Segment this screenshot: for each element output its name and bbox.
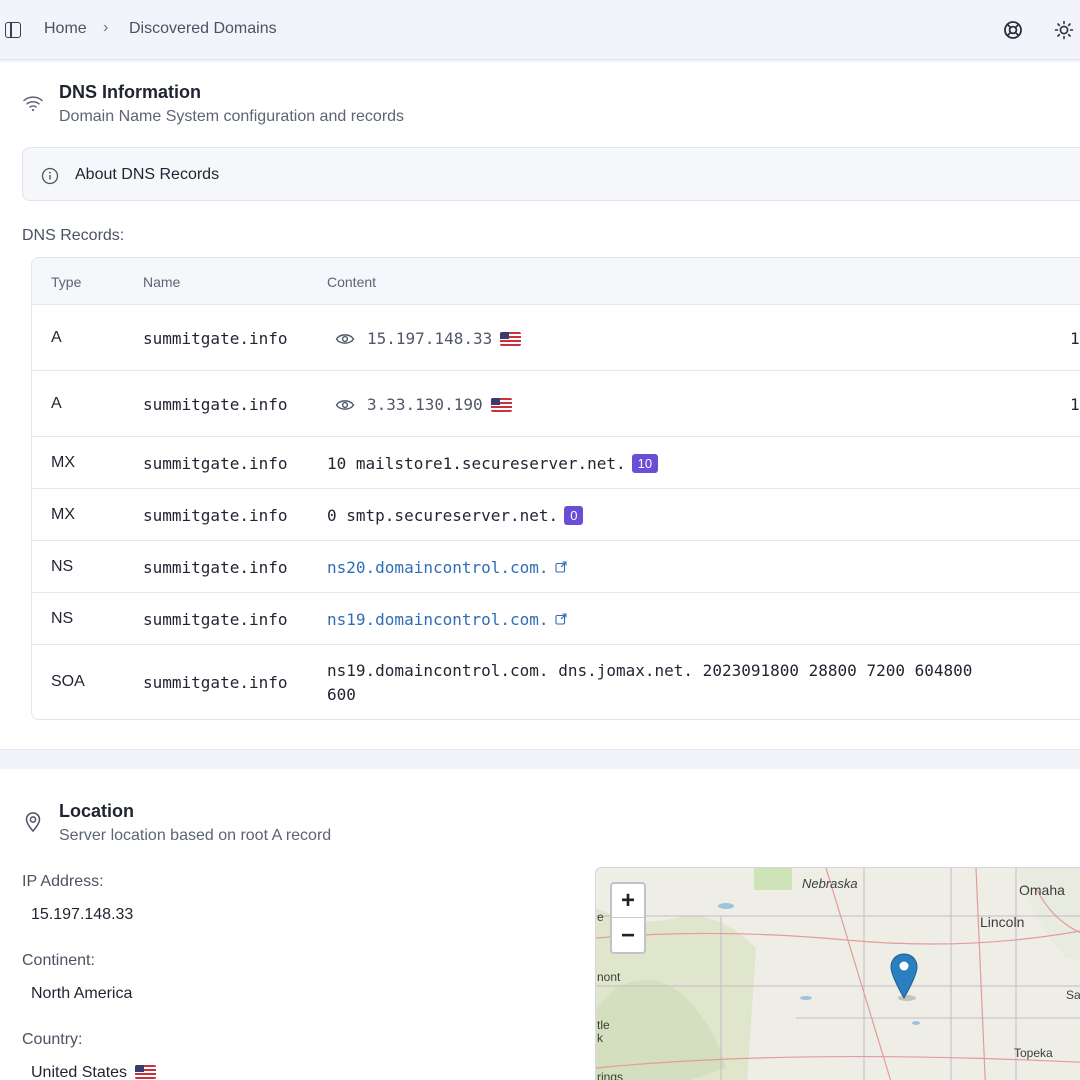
map-label-nebraska: Nebraska [802, 876, 858, 891]
country-label: Country: [22, 1031, 83, 1048]
record-ttl: 10 [1070, 329, 1080, 348]
map-marker-icon[interactable] [889, 952, 919, 1002]
map-label-e: e [597, 910, 604, 924]
record-content: ns19.domaincontrol.com. [327, 610, 567, 629]
table-row: MX summitgate.info 0 smtp.secureserver.n… [32, 489, 1080, 541]
record-type: NS [51, 558, 74, 575]
table-row: MX summitgate.info 10 mailstore1.secures… [32, 437, 1080, 489]
us-flag-icon [500, 332, 522, 346]
dns-records-label: DNS Records: [22, 227, 125, 244]
country-value: United States [31, 1064, 157, 1080]
table-row: A summitgate.info 15.197.148.33 10 [32, 305, 1080, 371]
mx-value: 0 smtp.secureserver.net. [327, 506, 559, 525]
ip-address: 3.33.130.190 [367, 395, 483, 414]
wifi-icon [23, 96, 43, 112]
about-dns-records-accordion[interactable]: About DNS Records [22, 147, 1080, 201]
mx-value: 10 mailstore1.secureserver.net. [327, 454, 626, 473]
record-content: 15.197.148.33 [327, 329, 522, 348]
map-label-lincoln: Lincoln [980, 914, 1025, 930]
zoom-in-button[interactable]: + [612, 884, 644, 918]
us-flag-icon [490, 398, 512, 412]
record-type: A [51, 329, 62, 346]
country-name: United States [31, 1064, 128, 1080]
breadcrumb-home[interactable]: Home [44, 20, 87, 37]
map-label-tle: tle [597, 1018, 610, 1032]
column-header-name: Name [143, 274, 181, 290]
column-header-type: Type [51, 274, 82, 290]
table-row: NS summitgate.info ns19.domaincontrol.co… [32, 593, 1080, 645]
map-label-nont: nont [597, 970, 621, 984]
dns-subtitle: Domain Name System configuration and rec… [59, 108, 405, 125]
map-label-rings: rings [597, 1070, 624, 1080]
eye-icon[interactable] [335, 332, 355, 346]
priority-badge: 0 [564, 506, 584, 525]
record-name: summitgate.info [143, 558, 288, 577]
table-row: A summitgate.info 3.33.130.190 10 [32, 371, 1080, 437]
sidebar-toggle-icon[interactable] [5, 22, 21, 38]
ip-address: 15.197.148.33 [367, 329, 493, 348]
ip-address-value: 15.197.148.33 [31, 906, 134, 923]
external-link-icon[interactable] [555, 613, 567, 625]
map-label-k: k [597, 1031, 603, 1045]
map-zoom-control: + − [610, 882, 646, 954]
top-bar: Home › Discovered Domains [0, 0, 1080, 60]
table-header: Type Name Content [32, 258, 1080, 305]
record-ttl: 10 [1070, 395, 1080, 414]
location-map[interactable]: + − Nebraska Omaha Lincoln Topeka Sa e n… [595, 867, 1080, 1080]
breadcrumb-current: Discovered Domains [129, 20, 277, 37]
record-name: summitgate.info [143, 673, 288, 692]
map-pin-icon [25, 812, 41, 833]
location-title: Location [59, 801, 134, 821]
record-content-continued: 600 [327, 685, 356, 704]
info-icon [41, 167, 59, 185]
zoom-out-button[interactable]: − [620, 922, 635, 949]
continent-label: Continent: [22, 952, 95, 969]
breadcrumb-separator: › [103, 19, 109, 36]
map-label-sa: Sa [1066, 988, 1080, 1002]
location-subtitle: Server location based on root A record [59, 827, 332, 844]
external-link-icon[interactable] [555, 561, 567, 573]
us-flag-icon [135, 1065, 157, 1079]
record-name: summitgate.info [143, 454, 288, 473]
record-type: A [51, 395, 62, 412]
continent-value: North America [31, 985, 133, 1002]
record-type: NS [51, 610, 74, 627]
record-content: 10 mailstore1.secureserver.net. 10 [327, 454, 659, 473]
record-type: SOA [51, 673, 85, 690]
dns-records-table: Type Name Content A summitgate.info 15.1… [31, 257, 1080, 720]
nameserver-link[interactable]: ns20.domaincontrol.com. [327, 558, 549, 577]
eye-icon[interactable] [335, 398, 355, 412]
record-type: MX [51, 506, 75, 523]
dns-information-card: DNS Information Domain Name System confi… [0, 62, 1080, 750]
record-name: summitgate.info [143, 610, 288, 629]
record-content: ns20.domaincontrol.com. [327, 558, 567, 577]
about-dns-records-label: About DNS Records [75, 166, 220, 183]
dns-title: DNS Information [59, 82, 201, 102]
record-name: summitgate.info [143, 395, 288, 414]
record-content: ns19.domaincontrol.com. dns.jomax.net. 2… [327, 661, 973, 680]
record-name: summitgate.info [143, 506, 288, 525]
map-tiles [596, 868, 1080, 1080]
record-content: 0 smtp.secureserver.net. 0 [327, 506, 584, 525]
map-label-topeka: Topeka [1014, 1046, 1053, 1060]
sun-icon[interactable] [1053, 19, 1075, 41]
record-name: summitgate.info [143, 329, 288, 348]
table-row: NS summitgate.info ns20.domaincontrol.co… [32, 541, 1080, 593]
record-type: MX [51, 454, 75, 471]
map-label-omaha: Omaha [1019, 882, 1065, 898]
record-content: 3.33.130.190 [327, 395, 512, 414]
priority-badge: 10 [631, 454, 659, 473]
table-row: SOA summitgate.info ns19.domaincontrol.c… [32, 645, 1080, 719]
lifebuoy-icon[interactable] [1002, 19, 1024, 41]
location-card: Location Server location based on root A… [0, 769, 1080, 1080]
column-header-content: Content [327, 274, 377, 290]
ip-address-label: IP Address: [22, 873, 104, 890]
nameserver-link[interactable]: ns19.domaincontrol.com. [327, 610, 549, 629]
